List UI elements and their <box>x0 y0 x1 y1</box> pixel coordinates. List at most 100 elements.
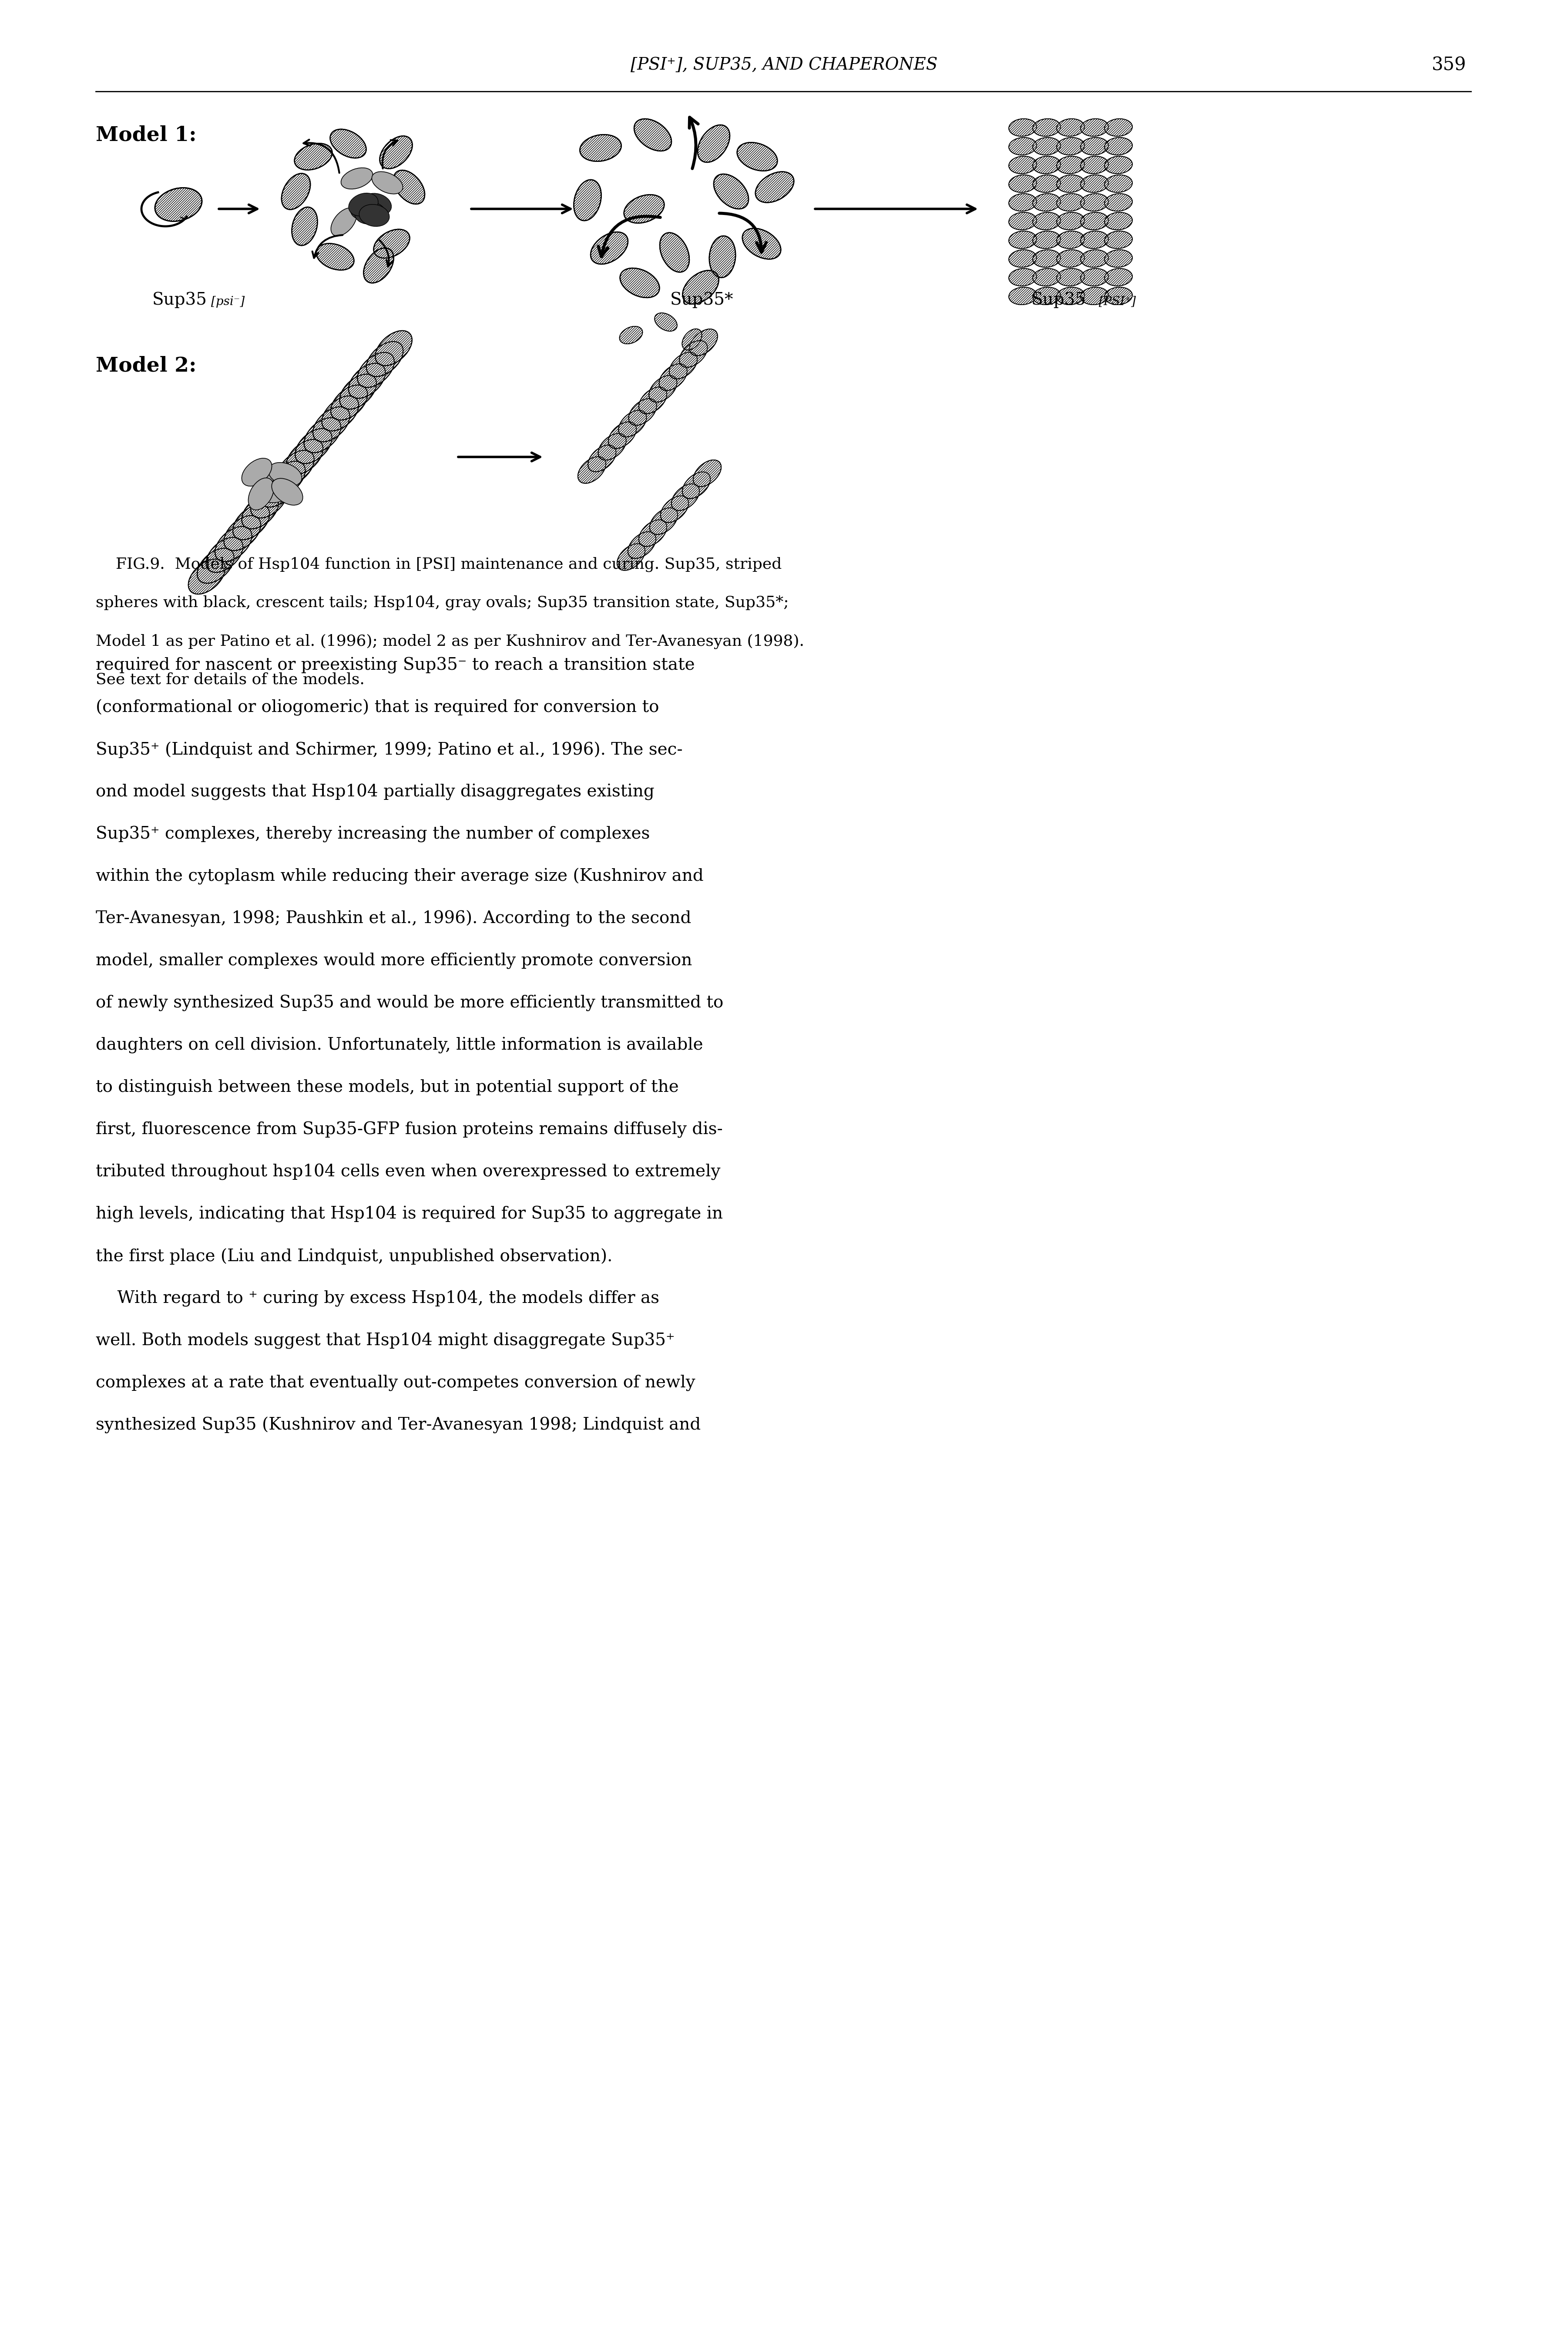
Ellipse shape <box>1080 287 1109 306</box>
Ellipse shape <box>260 472 296 508</box>
Ellipse shape <box>304 418 340 454</box>
Ellipse shape <box>629 400 657 425</box>
Ellipse shape <box>375 331 412 367</box>
Ellipse shape <box>188 559 226 595</box>
Ellipse shape <box>1080 136 1109 155</box>
Ellipse shape <box>638 388 666 414</box>
Text: Model 1 as per Patino et al. (1996); model 2 as per Kushnirov and Ter-Avanesyan : Model 1 as per Patino et al. (1996); mod… <box>96 634 804 649</box>
Text: to distinguish between these models, but in potential support of the: to distinguish between these models, but… <box>96 1079 679 1095</box>
Ellipse shape <box>1080 174 1109 193</box>
Ellipse shape <box>350 197 381 221</box>
Ellipse shape <box>670 352 698 378</box>
Ellipse shape <box>1008 174 1036 193</box>
Ellipse shape <box>359 204 389 226</box>
Ellipse shape <box>1057 155 1085 174</box>
Text: [PSI⁺]: [PSI⁺] <box>1099 296 1135 308</box>
Ellipse shape <box>756 172 793 202</box>
Ellipse shape <box>660 496 688 522</box>
Ellipse shape <box>155 188 202 221</box>
Ellipse shape <box>1080 268 1109 287</box>
Ellipse shape <box>1033 174 1060 193</box>
Ellipse shape <box>1080 193 1109 212</box>
Text: within the cytoplasm while reducing their average size (Kushnirov and: within the cytoplasm while reducing thei… <box>96 867 704 886</box>
Text: well. Both models suggest that Hsp104 might disaggregate Sup35⁺: well. Both models suggest that Hsp104 mi… <box>96 1332 674 1349</box>
Ellipse shape <box>364 249 394 282</box>
Ellipse shape <box>1008 193 1036 212</box>
Ellipse shape <box>698 125 729 162</box>
Ellipse shape <box>1080 212 1109 230</box>
Ellipse shape <box>682 472 710 498</box>
Ellipse shape <box>248 477 274 510</box>
Ellipse shape <box>278 451 314 486</box>
Ellipse shape <box>252 468 287 491</box>
Ellipse shape <box>742 228 781 258</box>
Ellipse shape <box>1033 136 1060 155</box>
Ellipse shape <box>1033 155 1060 174</box>
Ellipse shape <box>690 329 718 355</box>
Ellipse shape <box>682 270 718 303</box>
Ellipse shape <box>295 143 332 169</box>
Ellipse shape <box>693 461 721 486</box>
Ellipse shape <box>1080 155 1109 174</box>
Ellipse shape <box>1057 230 1085 249</box>
Ellipse shape <box>1008 212 1036 230</box>
Ellipse shape <box>321 395 359 430</box>
Text: FIG.9.  Models of Hsp104 function in [PSI] maintenance and curing. Sup35, stripe: FIG.9. Models of Hsp104 function in [PSI… <box>96 557 782 571</box>
Ellipse shape <box>354 202 386 223</box>
Ellipse shape <box>331 207 356 235</box>
Text: Ter-Avanesyan, 1998; Paushkin et al., 1996). According to the second: Ter-Avanesyan, 1998; Paushkin et al., 19… <box>96 909 691 928</box>
Ellipse shape <box>619 327 643 343</box>
Ellipse shape <box>713 174 748 209</box>
Ellipse shape <box>1008 155 1036 174</box>
Ellipse shape <box>1104 268 1132 287</box>
Text: (conformational or oliogomeric) that is required for conversion to: (conformational or oliogomeric) that is … <box>96 700 659 717</box>
Ellipse shape <box>394 169 425 204</box>
Ellipse shape <box>1104 136 1132 155</box>
Ellipse shape <box>679 341 707 367</box>
Ellipse shape <box>1104 212 1132 230</box>
Ellipse shape <box>340 167 373 188</box>
Ellipse shape <box>251 484 287 517</box>
Text: With regard to ⁺ curing by excess Hsp104, the models differ as: With regard to ⁺ curing by excess Hsp104… <box>96 1290 659 1307</box>
Ellipse shape <box>331 129 367 157</box>
Ellipse shape <box>1057 287 1085 306</box>
Ellipse shape <box>268 463 301 486</box>
Ellipse shape <box>633 120 671 150</box>
Ellipse shape <box>257 482 292 503</box>
Ellipse shape <box>1057 174 1085 193</box>
Ellipse shape <box>1104 249 1132 268</box>
Ellipse shape <box>619 268 660 298</box>
Ellipse shape <box>597 432 626 461</box>
Ellipse shape <box>627 531 655 559</box>
Ellipse shape <box>348 193 378 216</box>
Ellipse shape <box>1008 268 1036 287</box>
Text: tributed throughout hsp104 cells even when overexpressed to extremely: tributed throughout hsp104 cells even wh… <box>96 1163 720 1180</box>
Ellipse shape <box>1008 287 1036 306</box>
Ellipse shape <box>1033 268 1060 287</box>
Ellipse shape <box>588 444 616 472</box>
Ellipse shape <box>659 364 687 390</box>
Ellipse shape <box>314 407 350 442</box>
Text: Sup35: Sup35 <box>1032 291 1087 308</box>
Text: Sup35*: Sup35* <box>670 291 734 308</box>
Ellipse shape <box>591 233 627 263</box>
Ellipse shape <box>649 508 677 533</box>
Ellipse shape <box>1033 120 1060 136</box>
Ellipse shape <box>1057 268 1085 287</box>
Text: 359: 359 <box>1432 56 1466 75</box>
Ellipse shape <box>649 376 677 402</box>
Text: [psi⁻]: [psi⁻] <box>212 296 245 308</box>
Ellipse shape <box>271 479 303 505</box>
Text: ond model suggests that Hsp104 partially disaggregates existing: ond model suggests that Hsp104 partially… <box>96 785 654 801</box>
Ellipse shape <box>660 233 690 273</box>
Ellipse shape <box>1033 287 1060 306</box>
Text: required for nascent or preexisting Sup35⁻ to reach a transition state: required for nascent or preexisting Sup3… <box>96 658 695 674</box>
Text: Sup35⁺ (Lindquist and Schirmer, 1999; Patino et al., 1996). The sec-: Sup35⁺ (Lindquist and Schirmer, 1999; Pa… <box>96 743 682 759</box>
Ellipse shape <box>1080 120 1109 136</box>
Ellipse shape <box>638 519 666 548</box>
Ellipse shape <box>1008 230 1036 249</box>
Ellipse shape <box>205 538 243 573</box>
Ellipse shape <box>1104 287 1132 306</box>
Text: Sup35⁺ complexes, thereby increasing the number of complexes: Sup35⁺ complexes, thereby increasing the… <box>96 825 649 844</box>
Ellipse shape <box>709 235 735 277</box>
